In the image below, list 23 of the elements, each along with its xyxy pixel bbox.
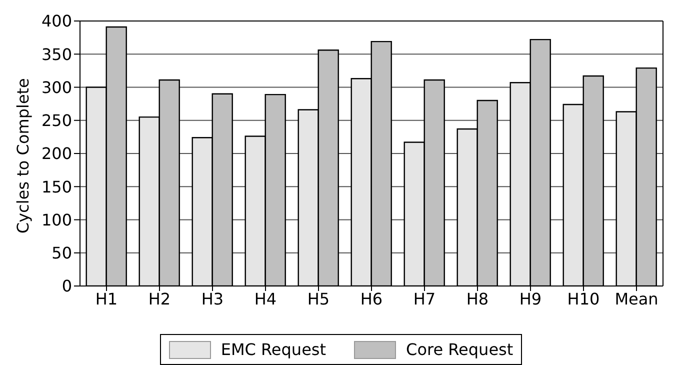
y-tick-label: 300: [41, 78, 72, 97]
y-tick-label: 400: [41, 12, 72, 31]
y-tick-label: 50: [52, 244, 72, 263]
x-tick-label: H7: [413, 289, 436, 308]
y-axis-title: Cycles to Complete: [14, 78, 33, 234]
x-tick-label: H4: [254, 289, 277, 308]
x-tick-label: H1: [95, 289, 118, 308]
y-tick-label: 150: [41, 177, 72, 196]
y-tick-label: 250: [41, 111, 72, 130]
x-tick-label: H5: [307, 289, 330, 308]
y-tick-label: 350: [41, 44, 72, 64]
x-tick-label: H3: [201, 289, 224, 308]
legend-label: EMC Request: [220, 340, 326, 359]
y-tick-label: 100: [41, 210, 72, 230]
legend-label: Core Request: [406, 340, 514, 359]
y-tick-label: 200: [41, 144, 72, 164]
x-tick-label: H9: [519, 289, 542, 308]
x-tick-label: H2: [148, 289, 171, 308]
x-tick-label: H10: [567, 289, 600, 308]
x-tick-label: H6: [360, 289, 383, 308]
x-tick-label: H8: [466, 289, 489, 308]
x-tick-label: Mean: [614, 289, 658, 308]
y-tick-label: 0: [62, 276, 72, 296]
